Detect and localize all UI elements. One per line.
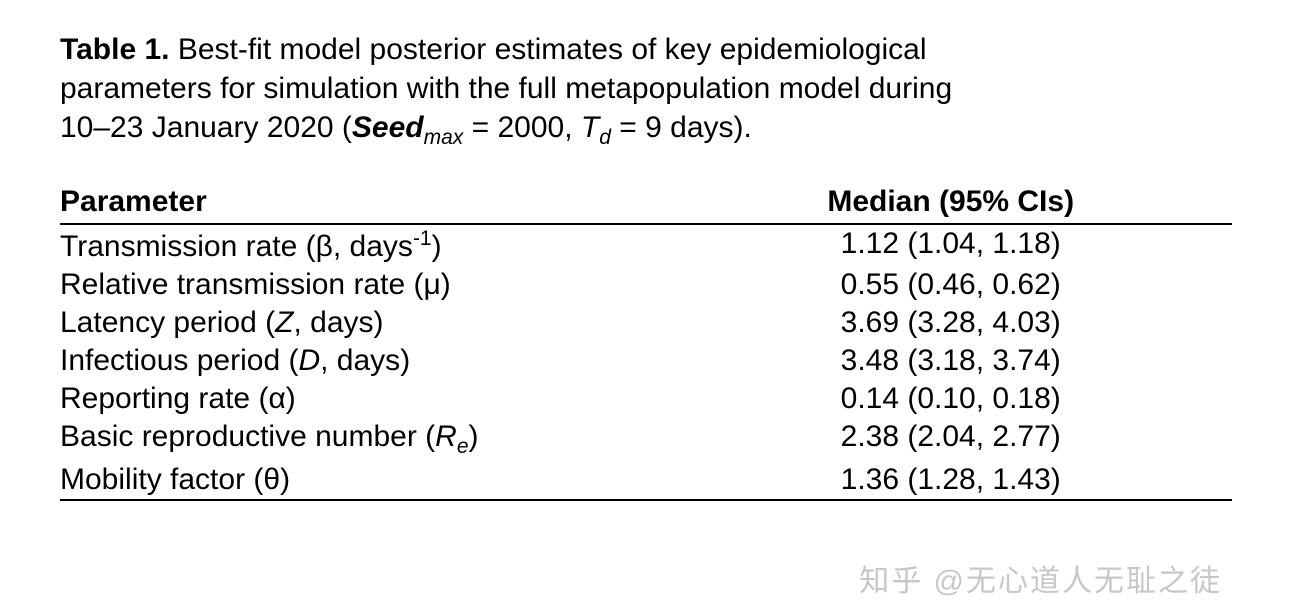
caption-table-number: Table 1. (60, 33, 169, 66)
table-header-median: Median (95% CIs) (669, 181, 1232, 224)
caption-td-T: T (581, 111, 599, 144)
caption-td-eq: = 9 days). (611, 111, 752, 144)
param-symbol: Z (275, 306, 293, 339)
caption-td-sub: d (599, 126, 611, 149)
param-text: ) (400, 344, 410, 377)
param-cell: Basic reproductive number (Re) (60, 418, 669, 461)
param-text: Mobility factor ( (60, 463, 263, 496)
value-cell: 1.12 (1.04, 1.18) (669, 224, 1232, 266)
value-cell: 2.38 (2.04, 2.77) (669, 418, 1232, 461)
param-text: Transmission rate ( (60, 230, 316, 263)
param-cell: Mobility factor (θ) (60, 461, 669, 500)
param-text: Reporting rate ( (60, 382, 268, 415)
value-cell: 0.55 (0.46, 0.62) (669, 266, 1232, 304)
table-row: Reporting rate (α) 0.14 (0.10, 0.18) (60, 380, 1232, 418)
param-symbol: μ (423, 268, 440, 301)
param-symbol: β (316, 230, 333, 263)
param-subscript: e (457, 435, 469, 458)
table-header-row: Parameter Median (95% CIs) (60, 181, 1232, 224)
param-text: ) (286, 382, 296, 415)
value-cell: 3.69 (3.28, 4.03) (669, 304, 1232, 342)
param-text: ) (469, 420, 479, 453)
param-text: ) (280, 463, 290, 496)
table-row: Mobility factor (θ) 1.36 (1.28, 1.43) (60, 461, 1232, 500)
param-cell: Transmission rate (β, days-1) (60, 224, 669, 266)
param-text: ) (432, 230, 442, 263)
param-text: , days (320, 344, 400, 377)
caption-seed-label: Seed (352, 111, 424, 144)
caption-seed-sub: max (424, 126, 464, 149)
param-cell: Relative transmission rate (μ) (60, 266, 669, 304)
param-cell: Reporting rate (α) (60, 380, 669, 418)
param-text: ) (374, 306, 384, 339)
caption-seed-eq: = 2000, (463, 111, 581, 144)
param-text: Basic reproductive number ( (60, 420, 435, 453)
table-row: Infectious period (D, days) 3.48 (3.18, … (60, 342, 1232, 380)
param-text: ) (441, 268, 451, 301)
param-symbol: R (435, 420, 457, 453)
watermark-text: 知乎 @无心道人无耻之徒 (859, 556, 1222, 600)
parameter-table: Parameter Median (95% CIs) Transmission … (60, 181, 1232, 501)
caption-text-line1: Best-fit model posterior estimates of ke… (169, 33, 926, 66)
table-row: Latency period (Z, days) 3.69 (3.28, 4.0… (60, 304, 1232, 342)
param-symbol: θ (263, 463, 280, 496)
table-row: Relative transmission rate (μ) 0.55 (0.4… (60, 266, 1232, 304)
param-symbol: α (268, 382, 285, 415)
caption-text-line2: parameters for simulation with the full … (60, 72, 952, 105)
table-caption: Table 1. Best-fit model posterior estima… (60, 30, 1232, 151)
table-header-parameter: Parameter (60, 181, 669, 224)
param-cell: Infectious period (D, days) (60, 342, 669, 380)
table-row: Transmission rate (β, days-1) 1.12 (1.04… (60, 224, 1232, 266)
value-cell: 0.14 (0.10, 0.18) (669, 380, 1232, 418)
value-cell: 3.48 (3.18, 3.74) (669, 342, 1232, 380)
param-superscript: -1 (413, 227, 432, 250)
param-text: Infectious period ( (60, 344, 298, 377)
value-cell: 1.36 (1.28, 1.43) (669, 461, 1232, 500)
param-text: , days (333, 230, 413, 263)
page-container: Table 1. Best-fit model posterior estima… (0, 0, 1292, 610)
param-text: , days (293, 306, 373, 339)
param-symbol: D (298, 344, 320, 377)
caption-text-line3a: 10–23 January 2020 ( (60, 111, 352, 144)
param-text: Relative transmission rate ( (60, 268, 423, 301)
param-cell: Latency period (Z, days) (60, 304, 669, 342)
param-text: Latency period ( (60, 306, 275, 339)
table-row: Basic reproductive number (Re) 2.38 (2.0… (60, 418, 1232, 461)
